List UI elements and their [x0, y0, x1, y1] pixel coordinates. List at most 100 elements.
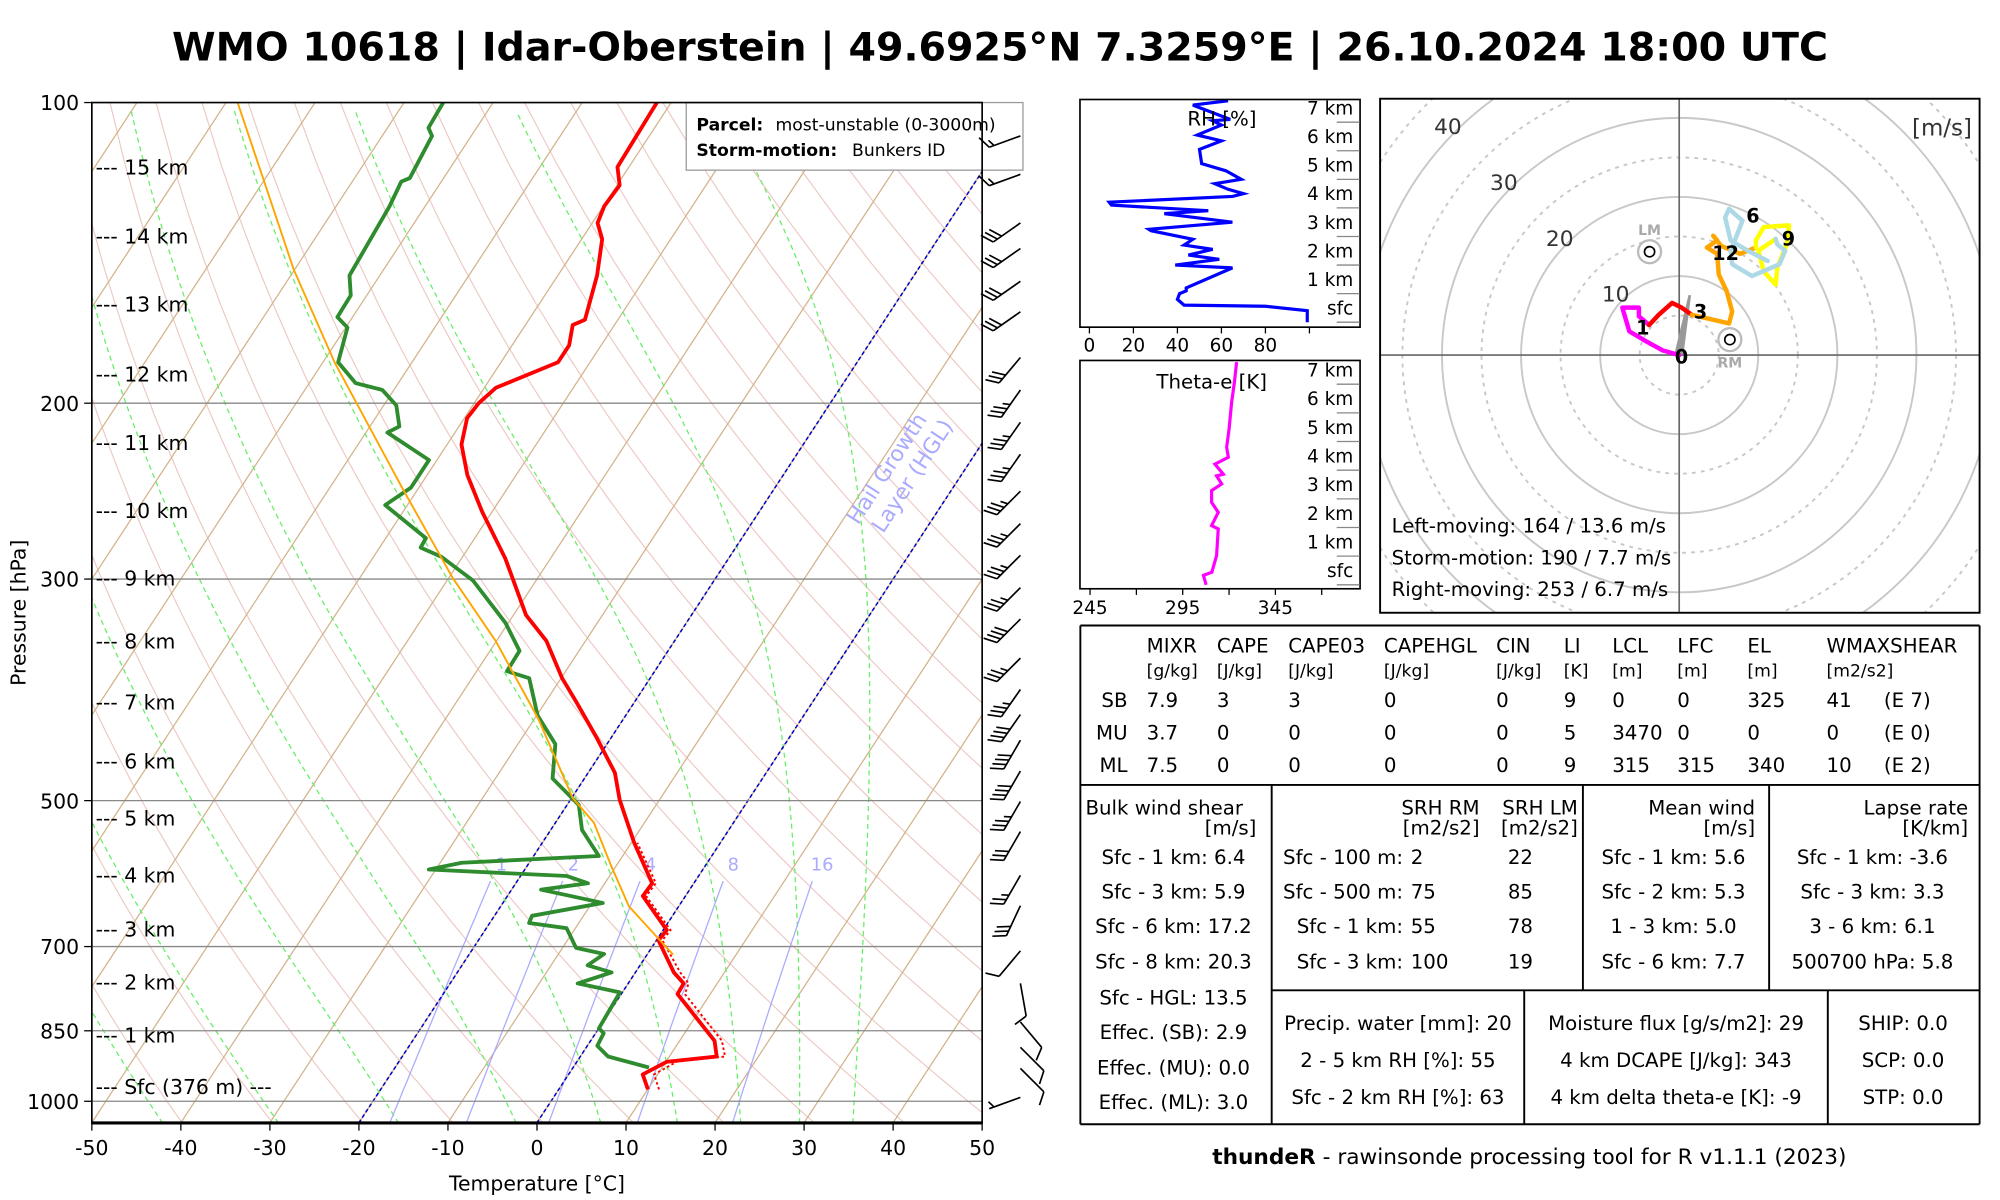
x-tick-label: -50 [75, 1136, 108, 1160]
wind-barb-half [1000, 500, 1009, 505]
isotherm-line [536, 442, 983, 1123]
wind-barb-full [990, 410, 1005, 414]
param-value: 10 [1827, 754, 1852, 777]
wind-barb-staff [996, 554, 1021, 580]
isotherm-line [91, 102, 583, 853]
height-label: --- 10 km [96, 499, 189, 523]
wind-barb [978, 135, 1021, 149]
moist-adiabat-line [91, 1010, 164, 1123]
x-tick-label: -20 [342, 1136, 375, 1160]
wind-barb-staff [992, 311, 1021, 332]
wind-barb-full [988, 228, 1002, 237]
param-value: 0 [1827, 722, 1840, 745]
srh-row-label: Sfc - 500 m: [1283, 880, 1403, 903]
wind-barb-full [983, 637, 998, 644]
param-value: 315 [1612, 754, 1650, 777]
param-value: 0 [1217, 722, 1230, 745]
param-unit: [m] [1612, 662, 1642, 682]
dry-adiabat-line [247, 102, 983, 1114]
wind-barb-full [987, 505, 1001, 512]
y-tick-label: 100 [40, 91, 79, 115]
param-value: 7.5 [1147, 754, 1178, 777]
moisture-row: Precip. water [mm]: 20 [1284, 1012, 1512, 1035]
wind-barb [978, 173, 1021, 187]
height-label: --- Sfc (376 m) --- [96, 1075, 272, 1099]
srh-rm-value: 75 [1411, 880, 1436, 903]
mean-wind-row: Sfc - 1 km: 5.6 [1601, 846, 1745, 869]
wind-barb [987, 421, 1022, 451]
storm-motion-marker [1717, 326, 1743, 353]
param-value: 0 [1217, 754, 1230, 777]
param-value: 0 [1496, 689, 1509, 712]
wind-barb-staff [998, 356, 1022, 384]
wind-barb [1014, 983, 1027, 1026]
rh-panel-frame [1079, 98, 1361, 328]
rh-height-label: 2 km [1307, 241, 1353, 262]
hodograph-unit-label: [m/s] [1912, 116, 1972, 142]
mixing-ratio-label: 2 [568, 854, 579, 875]
footer-brand: thundeR [1212, 1145, 1316, 1170]
wind-barb-full [983, 605, 998, 612]
hodograph-ring-label: 40 [1434, 115, 1462, 140]
param-value: 0 [1496, 722, 1509, 745]
wind-barb-full [990, 566, 1005, 573]
wind-barb [989, 739, 1022, 770]
wind-barb-full [993, 705, 1008, 710]
param-unit: [J/kg] [1288, 662, 1333, 682]
height-label: --- 7 km [96, 690, 176, 714]
moist-adiabat-line [724, 110, 871, 1123]
isotherm-line [91, 102, 672, 988]
param-value: 0 [1747, 722, 1760, 745]
moist-adiabat-line [233, 110, 679, 1123]
mixing-ratio-label: 1 [496, 854, 507, 875]
hodograph-height-marker: 12 [1712, 242, 1739, 265]
param-value: 0 [1384, 689, 1397, 712]
moist-adiabat-line [91, 294, 517, 1123]
bulk-shear-row: Sfc - 6 km: 17.2 [1095, 915, 1252, 938]
height-label: --- 3 km [96, 918, 176, 942]
x-tick-label: 10 [613, 1136, 639, 1160]
param-value: 0 [1384, 754, 1397, 777]
wind-barb-full [987, 738, 1002, 743]
param-value: 340 [1747, 754, 1785, 777]
dry-adiabat-line [478, 102, 983, 769]
param-value: 325 [1747, 689, 1785, 712]
wind-barb-full [992, 854, 1007, 857]
param-value: 9 [1564, 689, 1577, 712]
rh-height-label: 3 km [1307, 213, 1353, 234]
rh-x-tick-label: 60 [1210, 335, 1234, 356]
wind-barb-staff [1003, 801, 1022, 831]
param-value: 3.7 [1147, 722, 1178, 745]
theta-e-height-label: 6 km [1307, 389, 1353, 410]
srh-lm-value: 22 [1508, 846, 1533, 869]
isotherm-line [91, 102, 494, 717]
y-axis-title: Pressure [hPa] [7, 540, 31, 686]
wind-barb-full [984, 320, 998, 329]
height-label: --- 5 km [96, 806, 176, 830]
hodograph-text-line: Left-moving: 164 / 13.6 m/s [1392, 514, 1666, 537]
bulk-shear-row: Effec. (MU): 0.0 [1097, 1056, 1250, 1079]
wind-barb-full [987, 414, 1002, 418]
wind-barb [987, 714, 1022, 743]
height-label: --- 1 km [96, 1024, 176, 1048]
wind-barb-staff [988, 173, 1021, 187]
wind-barb-half [1000, 597, 1009, 602]
y-tick-label: 300 [40, 568, 79, 592]
param-unit: [m] [1747, 662, 1777, 682]
param-value: 0 [1288, 754, 1301, 777]
wind-barb [989, 874, 1022, 905]
mixing-ratio-line [547, 880, 641, 1123]
param-value: 315 [1677, 754, 1715, 777]
bulk-shear-row: Sfc - 3 km: 5.9 [1101, 880, 1245, 903]
param-value: 3470 [1612, 722, 1662, 745]
hodograph-height-marker: 6 [1746, 204, 1759, 227]
bulk-shear-row: Sfc - 8 km: 20.3 [1095, 951, 1252, 974]
param-header: CAPE [1217, 634, 1269, 657]
wind-barb-staff [1000, 689, 1022, 718]
mean-wind-row: Sfc - 6 km: 7.7 [1601, 951, 1745, 974]
skewt-frame [91, 101, 983, 1124]
wind-barb [983, 554, 1021, 580]
mixing-ratio-label: 4 [645, 854, 656, 875]
